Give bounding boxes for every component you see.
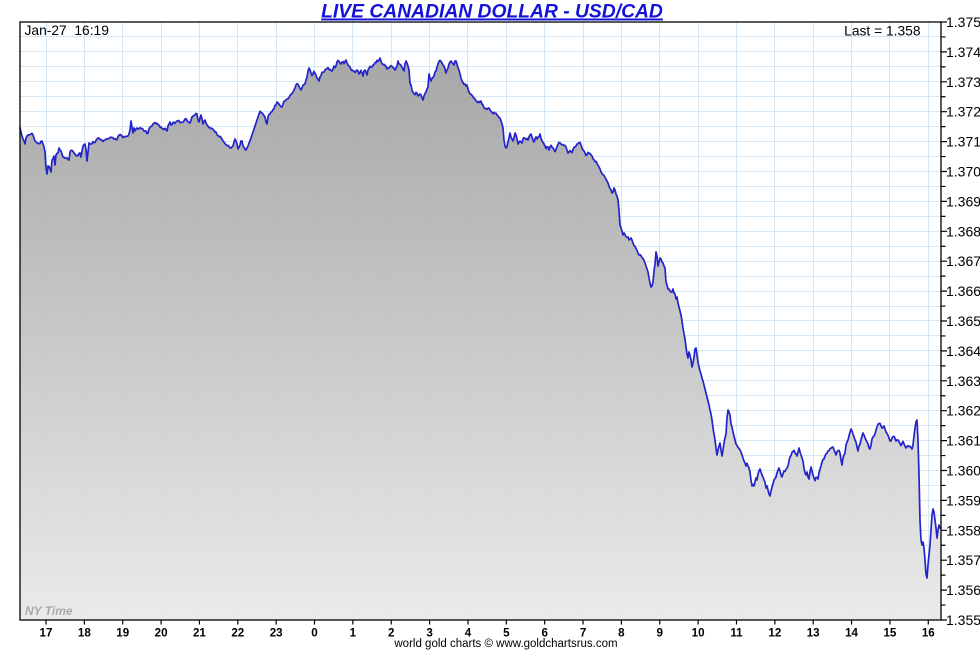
svg-text:0: 0	[311, 626, 317, 639]
svg-text:1.365: 1.365	[946, 313, 980, 329]
svg-text:world gold charts © www.goldch: world gold charts © www.goldchartsrus.co…	[393, 638, 617, 650]
svg-text:5: 5	[503, 626, 510, 639]
svg-text:20: 20	[155, 626, 168, 639]
svg-text:Last = 1.358: Last = 1.358	[844, 23, 921, 38]
svg-text:8: 8	[618, 626, 625, 639]
svg-text:1.357: 1.357	[946, 552, 980, 568]
svg-text:1.369: 1.369	[946, 193, 980, 209]
svg-text:1.364: 1.364	[946, 343, 980, 359]
svg-text:10: 10	[692, 626, 705, 639]
svg-text:16: 16	[922, 626, 935, 639]
svg-text:15: 15	[883, 626, 896, 639]
svg-text:1.355: 1.355	[946, 612, 980, 628]
svg-text:1.375: 1.375	[946, 14, 980, 30]
svg-text:1: 1	[350, 626, 357, 639]
svg-text:1.368: 1.368	[946, 223, 980, 239]
svg-text:1.358: 1.358	[946, 522, 980, 538]
svg-text:3: 3	[426, 626, 433, 639]
svg-text:1.359: 1.359	[946, 492, 980, 508]
svg-text:Jan-27 16:19: Jan-27 16:19	[25, 23, 110, 38]
svg-text:9: 9	[657, 626, 664, 639]
svg-text:1.373: 1.373	[946, 74, 980, 90]
svg-text:7: 7	[580, 626, 586, 639]
svg-text:12: 12	[768, 626, 781, 639]
svg-text:1.362: 1.362	[946, 403, 980, 419]
svg-text:1.372: 1.372	[946, 104, 980, 120]
svg-text:6: 6	[541, 626, 548, 639]
svg-text:22: 22	[231, 626, 244, 639]
svg-text:LIVE CANADIAN DOLLAR - USD/CAD: LIVE CANADIAN DOLLAR - USD/CAD	[321, 2, 663, 23]
svg-text:NY Time: NY Time	[25, 604, 73, 618]
svg-text:19: 19	[116, 626, 129, 639]
svg-text:18: 18	[78, 626, 91, 639]
svg-text:1.363: 1.363	[946, 373, 980, 389]
svg-text:14: 14	[845, 626, 858, 639]
svg-text:1.370: 1.370	[946, 164, 980, 180]
svg-text:1.356: 1.356	[946, 582, 980, 598]
svg-text:4: 4	[465, 626, 472, 639]
svg-text:1.371: 1.371	[946, 134, 980, 150]
svg-text:1.360: 1.360	[946, 463, 980, 479]
svg-text:13: 13	[807, 626, 820, 639]
svg-text:1.374: 1.374	[946, 44, 980, 60]
svg-text:2: 2	[388, 626, 394, 639]
svg-text:1.366: 1.366	[946, 283, 980, 299]
svg-text:1.367: 1.367	[946, 253, 980, 269]
svg-text:17: 17	[40, 626, 53, 639]
svg-text:23: 23	[270, 626, 283, 639]
svg-text:11: 11	[730, 626, 743, 639]
svg-text:21: 21	[193, 626, 206, 639]
svg-text:1.361: 1.361	[946, 433, 980, 449]
